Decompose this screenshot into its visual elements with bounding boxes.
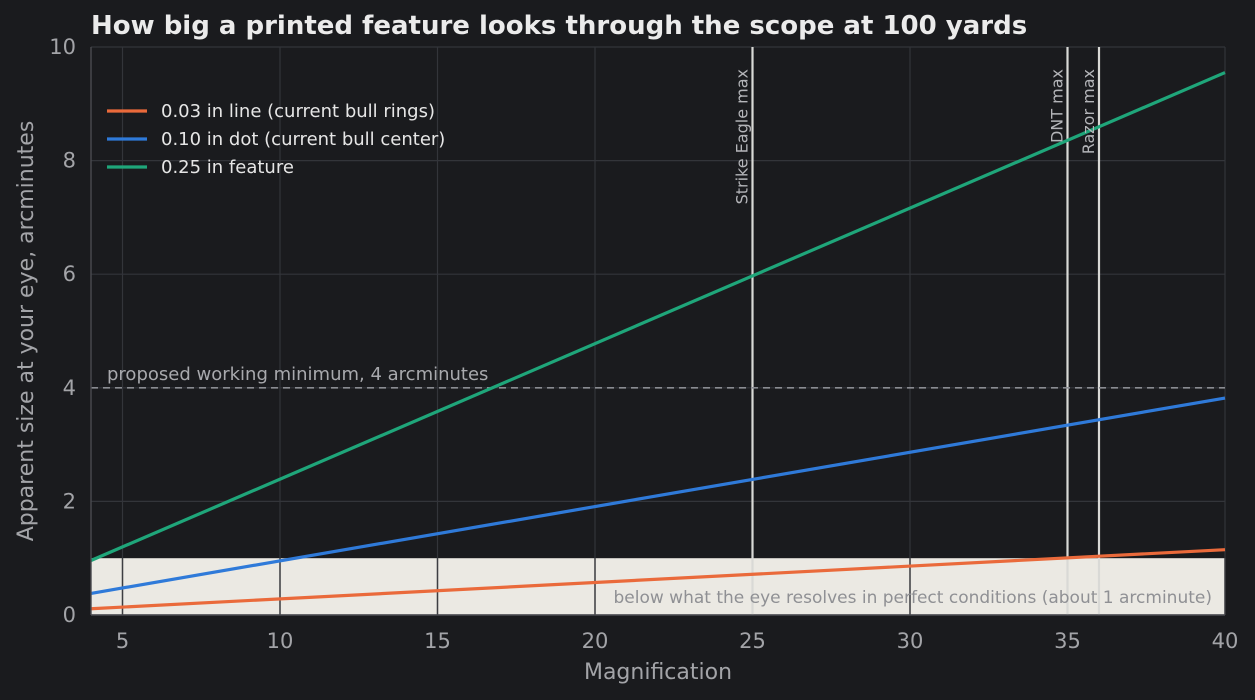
legend-label-1: 0.03 in line (current bull rings) <box>161 101 435 122</box>
x-tick-label: 25 <box>739 629 766 653</box>
legend-label-2: 0.10 in dot (current bull center) <box>161 129 445 150</box>
series-layer <box>90 71 1226 611</box>
y-tick-label: 0 <box>63 603 76 627</box>
vline-label: Razor max <box>1079 69 1098 154</box>
axis-layer: 5 10 15 20 25 30 35 40 0 2 4 6 8 10 <box>49 35 1238 653</box>
series-line-2 <box>90 396 1226 595</box>
series-line-3 <box>90 71 1226 562</box>
y-tick-label: 2 <box>63 489 76 513</box>
legend-label-3: 0.25 in feature <box>161 157 294 178</box>
x-axis-label: Magnification <box>584 660 732 685</box>
x-tick-label: 20 <box>582 629 609 653</box>
y-tick-label: 8 <box>63 149 76 173</box>
x-tick-label: 30 <box>897 629 924 653</box>
chart-title: How big a printed feature looks through … <box>91 11 1027 41</box>
label-layer: Strike Eagle max DNT max Razor max proposed… <box>107 69 1212 608</box>
x-tick-label: 15 <box>424 629 451 653</box>
reference-line-label: proposed working minimum, 4 arcminutes <box>107 364 488 385</box>
y-tick-label: 6 <box>63 262 76 286</box>
y-tick-label: 4 <box>63 376 76 400</box>
vline-label: DNT max <box>1048 69 1067 143</box>
vline-label: Strike Eagle max <box>733 69 752 204</box>
resolution-band-label: below what the eye resolves in perfect c… <box>613 588 1212 608</box>
x-tick-label: 5 <box>116 629 129 653</box>
y-axis-label: Apparent size at your eye, arcminutes <box>14 121 39 542</box>
legend: 0.03 in line (current bull rings) 0.10 in… <box>107 101 445 178</box>
series-line-1 <box>90 548 1226 611</box>
x-tick-label: 40 <box>1212 629 1239 653</box>
x-tick-label: 35 <box>1054 629 1081 653</box>
y-tick-label: 10 <box>49 35 76 59</box>
x-tick-label: 10 <box>267 629 294 653</box>
